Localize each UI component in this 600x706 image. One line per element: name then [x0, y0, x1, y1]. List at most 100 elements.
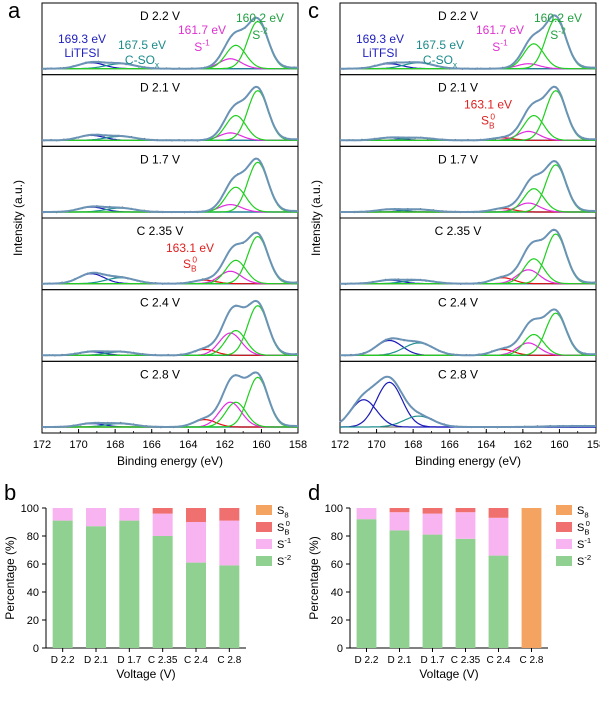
x-tick-label: D 1.7 [421, 655, 445, 666]
stack-label: C 2.8 V [140, 367, 180, 381]
fit-envelope [42, 231, 299, 285]
fit-component-s2 [42, 401, 298, 428]
x-tick-label: C 2.4 [184, 655, 208, 666]
y-tick-label: 80 [331, 531, 343, 543]
x-tick-label: 160 [252, 439, 270, 451]
bar-segment-bar_s8 [521, 508, 542, 648]
raw-spectrum [339, 376, 597, 429]
fit-envelope [42, 85, 298, 142]
annotation-sb-name: SB0 [183, 255, 197, 274]
fit-envelope [339, 375, 596, 428]
fit-envelope [42, 299, 298, 357]
raw-spectrum [339, 309, 597, 357]
legend-label-bar_s2: S-2 [577, 553, 591, 568]
stack-label: C 2.35 V [435, 224, 482, 238]
annotation-sb-energy: 163.1 eV [166, 241, 214, 255]
bar-segment-bar_s1 [389, 512, 410, 531]
x-tick-label: 166 [441, 439, 459, 451]
legend-swatch-bar_sb [556, 522, 572, 532]
x-tick-label: 166 [143, 439, 161, 451]
bar-segment-bar_s2 [152, 536, 173, 648]
legend-swatch-bar_s8 [556, 505, 572, 515]
stack-label: C 2.4 V [438, 296, 478, 310]
x-tick-label: 164 [179, 439, 197, 451]
legend-swatch-bar_s8 [256, 505, 272, 515]
y-tick-label: 20 [27, 615, 39, 627]
fit-component-s1 [42, 401, 298, 428]
y-tick-label: 20 [331, 615, 343, 627]
stack-label: C 2.4 V [140, 296, 180, 310]
x-tick-label: 164 [477, 439, 495, 451]
legend-label-bar_s1: S-1 [277, 536, 291, 551]
y-axis-label: Intensity (a.u.) [309, 180, 323, 256]
x-axis-label: Voltage (V) [419, 667, 478, 681]
fit-component-s2 [42, 329, 298, 356]
x-tick-label: D 2.2 [51, 655, 75, 666]
stack-label: D 2.1 V [438, 81, 478, 95]
stack-label: D 2.1 V [140, 81, 180, 95]
bar-segment-bar_s2 [422, 534, 443, 648]
legend-label-bar_s8: S8 [577, 505, 589, 519]
fit-envelope [340, 14, 597, 70]
bar-segment-bar_s1 [152, 513, 173, 536]
fit-component-s2 [340, 312, 596, 356]
y-axis-label: Percentage (%) [307, 536, 321, 619]
x-axis-label: Voltage (V) [116, 667, 175, 681]
fit-envelope [42, 157, 298, 213]
annotation-lithium-energy: 169.3 eV [58, 32, 106, 46]
raw-spectrum [339, 229, 597, 286]
bar-segment-bar_s1 [356, 508, 377, 520]
y-axis-label: Percentage (%) [3, 536, 17, 619]
legend-swatch-bar_sb [256, 522, 272, 532]
raw-spectrum [339, 160, 597, 214]
bar-segment-bar_s1 [488, 517, 509, 556]
x-tick-label: 168 [404, 439, 422, 451]
legend-swatch-bar_s1 [556, 539, 572, 549]
x-tick-label: D 1.7 [117, 655, 141, 666]
fit-component-s2 [340, 258, 596, 285]
y-tick-label: 0 [33, 643, 39, 655]
legend-swatch-bar_s2 [556, 556, 572, 566]
x-tick-label: 158 [289, 439, 307, 451]
annotation-cso-energy: 167.5 eV [118, 38, 166, 52]
stack-label: C 2.8 V [438, 367, 478, 381]
annotation-s2-name: S-2 [550, 26, 566, 42]
raw-spectrum [41, 158, 299, 214]
bar-segment-bar_s2 [219, 565, 240, 648]
bar-segment-bar_sb [389, 508, 410, 513]
x-tick-label: 162 [514, 439, 532, 451]
x-axis-label: Binding energy (eV) [415, 454, 521, 468]
bar-segment-bar_sb [455, 508, 476, 513]
fit-envelope [340, 308, 596, 357]
panel-letter-d: d [308, 480, 320, 505]
legend-label-bar_s8: S8 [277, 505, 289, 519]
y-tick-label: 40 [331, 587, 343, 599]
legend-swatch-bar_s1 [256, 539, 272, 549]
annotation-s1-name: S-1 [492, 38, 508, 54]
bar-segment-bar_s2 [119, 520, 140, 648]
annotation-sb-energy: 163.1 eV [464, 98, 512, 112]
legend-label-bar_sb: SB0 [577, 519, 590, 536]
annotation-lithium-name: LiTFSI [64, 46, 99, 60]
x-tick-label: C 2.35 [148, 655, 178, 666]
legend-label-bar_s2: S-2 [277, 553, 291, 568]
fit-envelope [340, 228, 597, 285]
fit-envelope [42, 371, 298, 428]
stack-label: D 2.2 V [140, 9, 180, 23]
x-tick-label: D 2.1 [84, 655, 108, 666]
stack-label: C 2.35 V [137, 224, 184, 238]
bar-segment-bar_s2 [52, 520, 73, 648]
legend-label-bar_s1: S-1 [577, 536, 591, 551]
fit-component-s2 [42, 259, 298, 285]
bar-segment-bar_s1 [86, 508, 106, 527]
y-tick-label: 100 [21, 503, 39, 515]
y-axis-label: Intensity (a.u.) [11, 180, 25, 256]
x-tick-label: 172 [331, 439, 349, 451]
annotation-s1-energy: 161.7 eV [476, 23, 524, 37]
annotation-s2-name: S-2 [252, 26, 268, 42]
fit-component-s2 [42, 376, 298, 428]
x-tick-label: C 2.35 [451, 655, 481, 666]
bar-segment-bar_sb [488, 508, 509, 518]
bar-segment-bar_s1 [52, 508, 73, 521]
